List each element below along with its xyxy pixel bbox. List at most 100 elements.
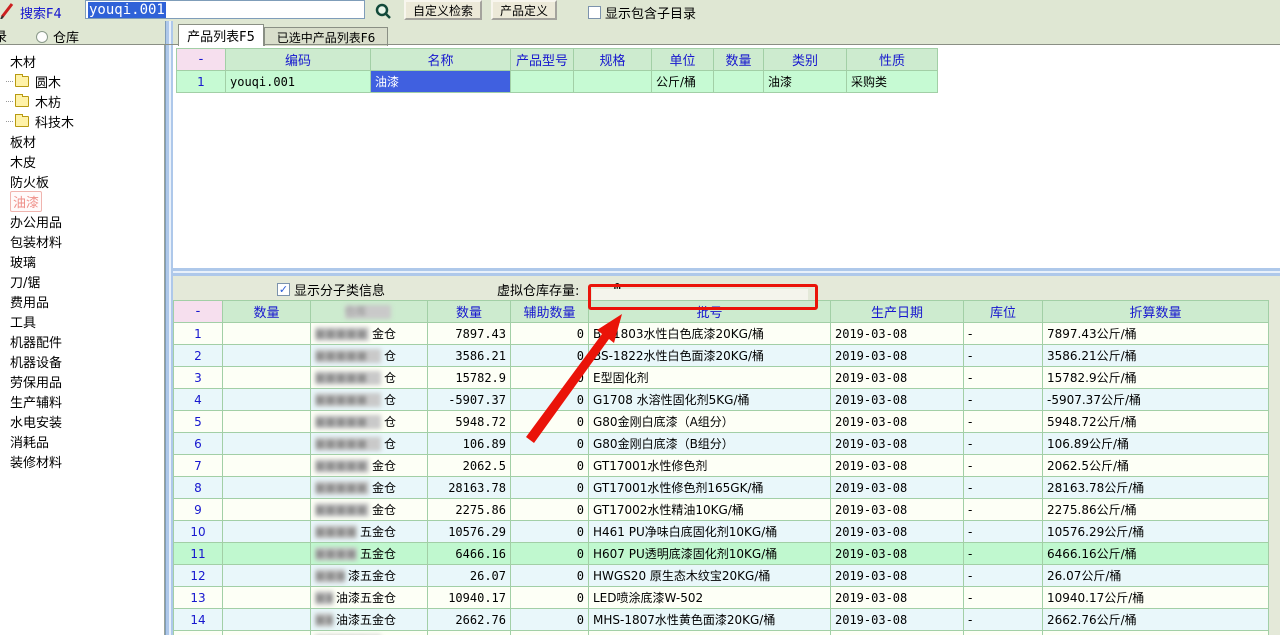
cell-qty <box>428 631 511 635</box>
column-header[interactable]: 数量 <box>223 301 311 323</box>
censored-text: ■■■■■ <box>315 326 369 341</box>
tab-product-list[interactable]: 产品列表F5 <box>178 24 264 46</box>
custom-search-button[interactable]: 自定义检索 <box>404 0 482 20</box>
sidebar-item[interactable]: 办公用品 <box>0 211 160 231</box>
cell-loc <box>964 631 1043 635</box>
sidebar-item[interactable]: 科技木 <box>0 111 160 131</box>
column-header[interactable]: 库位 <box>964 301 1043 323</box>
cell-no: 4 <box>174 389 223 411</box>
sidebar-item[interactable]: 水电安装 <box>0 411 160 431</box>
cell-aux: 0 <box>511 345 589 367</box>
column-header[interactable]: 数量 <box>428 301 511 323</box>
stock-row[interactable]: 3 ■■■■■ 仓 15782.9 0 E型固化剂 2019-03-08-15782.9公斤… <box>174 367 1269 389</box>
tab-selected-product-list[interactable]: 已选中产品列表F6 <box>264 27 388 46</box>
stock-row[interactable]: 13■■■■■油漆五金仓10940.170LED喷涂底漆W-5022019-03… <box>174 587 1269 609</box>
cell-batch: BS-1822水性白色面漆20KG/桶 <box>589 345 831 367</box>
sidebar-item[interactable]: 机器设备 <box>0 351 160 371</box>
sidebar-item-label: 机器设备 <box>10 355 63 371</box>
cell-date: 2019-03-08 <box>831 521 964 543</box>
cell-date: 2019-03-08 <box>831 565 964 587</box>
stock-row[interactable]: 2 ■■■■■ 仓 3586.21 0 BS-1822水性白色面漆20KG/桶 2019-0… <box>174 345 1269 367</box>
sidebar-item[interactable]: 机器配件 <box>0 331 160 351</box>
warehouse-name: 油漆五金仓 <box>336 613 397 627</box>
cell-no: 12 <box>174 565 223 587</box>
product-list-panel: - 编码 名称 产品型号 规格 单位 数量 类别 性质 1 youqi.001 油漆 公斤/桶 油漆 采购… <box>173 45 1280 268</box>
cell-conv: 2275.86公斤/桶 <box>1043 499 1269 521</box>
sidebar-item[interactable]: 生产辅料 <box>0 391 160 411</box>
sidebar-item[interactable]: 木皮 <box>0 151 160 171</box>
search-icon[interactable] <box>374 2 392 20</box>
sidebar-item[interactable]: 板材 <box>0 131 160 151</box>
stock-row[interactable]: 8 ■■■■■ 金仓 28163.78 0 GT17001水性修色剂165GK/桶 2019… <box>174 477 1269 499</box>
search-input[interactable]: youqi.001 <box>85 0 365 19</box>
cell-date: 2019-03-08 <box>831 323 964 345</box>
sidebar-item-label: 科技木 <box>35 115 75 131</box>
column-header[interactable]: 编码 <box>226 49 371 71</box>
sidebar-item[interactable]: 工具 <box>0 311 160 331</box>
sidebar-item[interactable]: 装修材料 <box>0 451 160 471</box>
cell-conv: 26.07公斤/桶 <box>1043 565 1269 587</box>
column-header[interactable]: 生产日期 <box>831 301 964 323</box>
sidebar-item-label: 木枋 <box>35 95 62 111</box>
vertical-splitter[interactable] <box>165 21 173 635</box>
column-header[interactable]: 产品型号 <box>511 49 574 71</box>
sidebar-item[interactable]: 包装材料 <box>0 231 160 251</box>
column-header[interactable]: - <box>174 301 223 323</box>
warehouse-name: 金仓 <box>372 481 397 495</box>
column-header[interactable]: 仓库 <box>311 301 428 323</box>
cell-category: 油漆 <box>764 71 847 93</box>
cell-spec <box>574 71 652 93</box>
stock-row[interactable]: 4 ■■■■■ 仓 -5907.37 0 G1708 水溶性固化剂5KG/桶 2019-03… <box>174 389 1269 411</box>
sidebar-item[interactable]: 玻璃 <box>0 251 160 271</box>
cell-no: 6 <box>174 433 223 455</box>
sidebar-item[interactable]: 刀/锯 <box>0 271 160 291</box>
stock-row[interactable]: 6 ■■■■■ 仓 106.89 0 G80金刚白底漆（B组分） 2019-03-08-10… <box>174 433 1269 455</box>
column-header[interactable]: - <box>177 49 226 71</box>
product-define-button[interactable]: 产品定义 <box>491 0 557 20</box>
product-table-header: - 编码 名称 产品型号 规格 单位 数量 类别 性质 <box>177 49 938 71</box>
column-header[interactable]: 性质 <box>847 49 938 71</box>
sidebar-item-label: 板材 <box>10 135 37 151</box>
cell-batch: GT17001水性修色剂 <box>589 455 831 477</box>
cell-date: 2019-03-08 <box>831 345 964 367</box>
column-header[interactable]: 折算数量 <box>1043 301 1269 323</box>
cell-qty1 <box>223 521 311 543</box>
sidebar-item[interactable]: 劳保用品 <box>0 371 160 391</box>
annotation-highlight-rectangle <box>588 284 818 310</box>
column-header[interactable]: 数量 <box>714 49 764 71</box>
stock-row[interactable]: 1 ■■■■■ 金仓 7897.43 0 BS-1803水性白色底漆20KG/桶 2019-… <box>174 323 1269 345</box>
sidebar-item[interactable]: 消耗品 <box>0 431 160 451</box>
column-header[interactable]: 辅助数量 <box>511 301 589 323</box>
stock-row[interactable]: ■■■■■仓 <box>174 631 1269 635</box>
sidebar-item[interactable]: 圆木 <box>0 71 160 91</box>
cell-loc: - <box>964 499 1043 521</box>
column-header[interactable]: 规格 <box>574 49 652 71</box>
product-row[interactable]: 1 youqi.001 油漆 公斤/桶 油漆 采购类 <box>177 71 938 93</box>
stock-row[interactable]: 14■■■■■油漆五金仓2662.760MHS-1807水性黄色面漆20KG/桶… <box>174 609 1269 631</box>
sidebar-item[interactable]: 油漆 <box>0 190 160 212</box>
column-header[interactable]: 名称 <box>371 49 511 71</box>
cell-qty: 15782.9 <box>428 367 511 389</box>
cell-qty1 <box>223 411 311 433</box>
sidebar-item[interactable]: 费用品 <box>0 291 160 311</box>
column-header[interactable]: 单位 <box>652 49 714 71</box>
warehouse-radio[interactable] <box>36 30 48 43</box>
stock-row[interactable]: 7 ■■■■■ 金仓 2062.5 0 GT17001水性修色剂 2019-03-08-20… <box>174 455 1269 477</box>
stock-row[interactable]: 9 ■■■■■ 金仓 2275.86 0 GT17002水性精油10KG/桶 2019-03… <box>174 499 1269 521</box>
sidebar-item[interactable]: 木材 <box>0 51 160 71</box>
show-subclass-checkbox[interactable]: ✓ <box>277 282 290 296</box>
warehouse-name: 五金仓 <box>360 547 397 561</box>
warehouse-name: 金仓 <box>372 459 397 473</box>
sidebar-item[interactable]: 木枋 <box>0 91 160 111</box>
stock-row[interactable]: 5 ■■■■■ 仓 5948.72 0 G80金刚白底漆（A组分） 2019-03-08-5… <box>174 411 1269 433</box>
cell-aux: 0 <box>511 433 589 455</box>
horizontal-splitter[interactable] <box>173 268 1280 276</box>
include-subdir-checkbox[interactable] <box>588 6 601 19</box>
sidebar-item[interactable]: 防火板 <box>0 171 160 191</box>
cell-qty: 26.07 <box>428 565 511 587</box>
column-header[interactable]: 类别 <box>764 49 847 71</box>
